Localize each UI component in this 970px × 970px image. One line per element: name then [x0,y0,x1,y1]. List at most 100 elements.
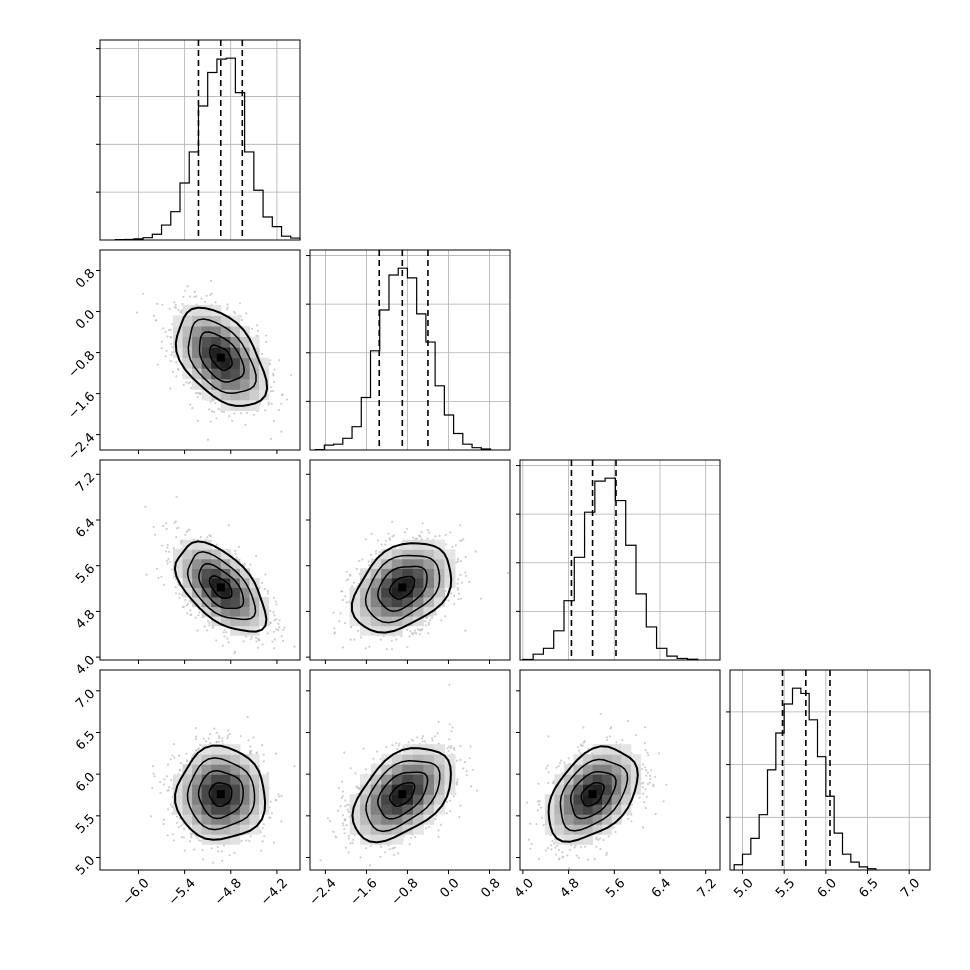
scatter-point [569,848,572,851]
scatter-point [196,836,199,840]
scatter-point [285,398,289,401]
scatter-point [174,592,178,595]
scatter-point [260,849,263,852]
scatter-point [194,749,198,752]
density-cell [391,824,403,835]
scatter-point [414,538,417,541]
scatter-point [265,340,268,344]
contour-line [388,575,416,600]
scatter-point [580,845,583,849]
density-cell [220,804,231,815]
scatter-point [458,539,462,542]
scatter-point [378,551,381,554]
scatter-point [459,573,462,577]
density-cell [201,336,212,348]
density-cell [192,754,203,765]
scatter-point [274,600,277,603]
scatter-point [645,769,648,772]
panel-content [319,683,479,867]
scatter-point [270,662,272,664]
density-cell [583,834,594,845]
density-cell [602,744,613,755]
scatter-point [457,592,460,595]
density-cell [583,814,594,825]
scatter-point [193,295,196,298]
scatter-point [549,844,553,847]
scatter-point [347,810,350,814]
scatter-point [281,393,284,397]
density-cell [201,315,212,327]
y-tick-label: 4.8 [73,607,98,632]
density-cell [192,784,203,795]
scatter-point [272,380,276,384]
density-cell [201,357,212,369]
scatter-point [168,550,171,554]
scatter-point [453,748,456,751]
contour-line [186,551,257,621]
histogram-step-line [114,57,301,241]
scatter-point [635,734,638,737]
scatter-point [392,846,395,850]
scatter-point [465,574,468,578]
density-cell [423,804,435,815]
scatter-point [568,867,571,870]
scatter-point [344,805,347,808]
scatter-point [459,524,462,527]
density-cell [239,616,250,627]
scatter-point [648,774,652,777]
density-cell [402,784,414,795]
density-cell [434,549,445,560]
panel-background [100,40,300,240]
scatter-point [650,769,653,772]
scatter-point [170,568,173,571]
density-cell [182,558,193,569]
scatter-point [185,530,188,534]
scatter-point [599,847,602,851]
scatter-point [411,632,414,635]
density-cell [621,774,632,785]
density-cell [230,389,241,401]
scatter-point [248,839,251,843]
scatter-point [545,767,548,770]
scatter-point [232,310,236,313]
density-cell [412,577,424,588]
density-cell [423,577,435,588]
scatter-point [188,295,192,298]
scatter-point [171,754,174,757]
scatter-point [431,739,434,742]
scatter-point [151,786,154,790]
scatter-point [361,558,364,561]
scatter-point [396,748,399,751]
scatter-point [529,847,532,850]
scatter-point [233,652,236,655]
scatter-point [460,597,463,600]
scatter-point [282,628,285,631]
scatter-point [261,826,264,830]
scatter-point [145,573,148,576]
density-cell [230,616,241,627]
scatter-point [462,538,465,541]
scatter-point [185,752,188,755]
contour-line [208,575,233,600]
scatter-point [424,624,428,627]
panel-background [520,460,720,660]
density-cell [583,824,594,835]
density-cell [211,347,222,359]
scatter-point [434,610,437,613]
density-cell [201,804,212,815]
scatter-point [227,524,230,527]
scatter-point [567,757,570,760]
scatter-point [392,853,395,856]
histogram-panel-0 [96,39,301,241]
scatter-point [558,762,562,765]
scatter-point [272,596,276,599]
scatter-point [177,367,180,371]
scatter-point [345,601,348,604]
density-cell [444,549,456,560]
scatter-point [216,850,220,853]
density-cell [230,568,241,579]
scatter-point [217,407,220,410]
density-cell [220,577,231,588]
scatter-point [536,809,539,812]
density-cell [211,814,222,825]
